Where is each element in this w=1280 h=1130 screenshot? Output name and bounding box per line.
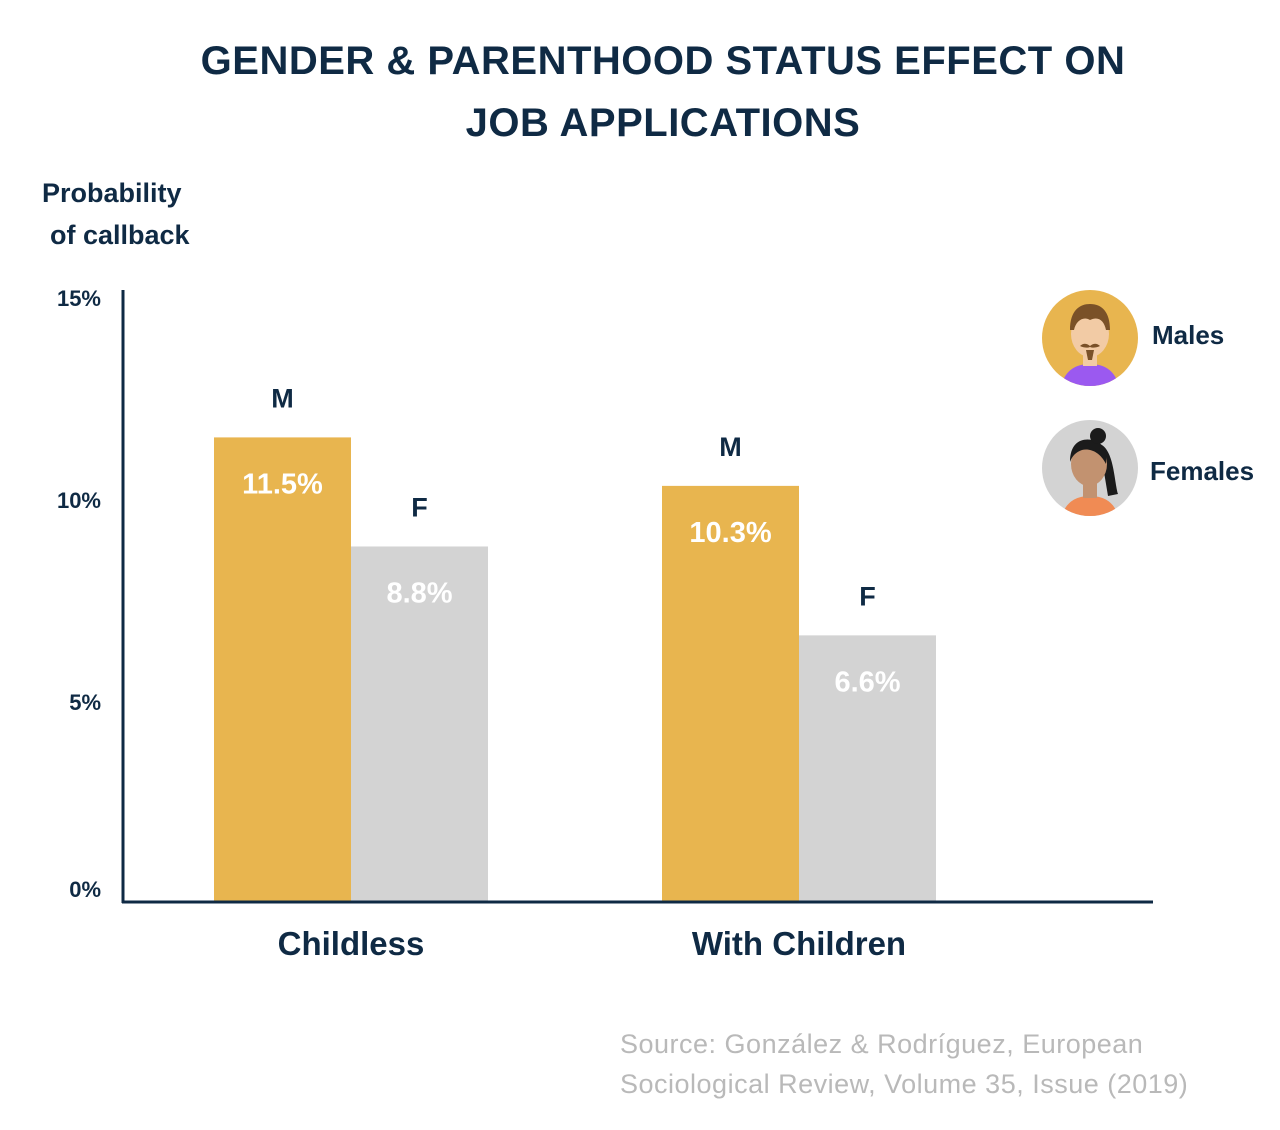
y-axis-label-line-1: Probability	[42, 178, 182, 208]
y-tick-label: 10%	[57, 488, 101, 513]
bar-female-with-children	[799, 635, 936, 902]
legend-item-females	[1042, 420, 1138, 531]
y-tick-label: 5%	[69, 690, 101, 715]
bar-female-childless	[351, 546, 488, 902]
bar-gender-label-female-childless: F	[411, 492, 428, 522]
y-ticks-group: 0% 5% 10% 15%	[57, 286, 101, 902]
bar-gender-label-male-with-children: M	[719, 432, 742, 462]
x-category-label: With Children	[692, 925, 906, 962]
bar-value-label-female-with-children: 6.6%	[834, 666, 900, 698]
bar-value-label-male-childless: 11.5%	[242, 468, 323, 500]
bar-male-with-children	[662, 485, 799, 902]
legend-item-males	[1042, 290, 1138, 399]
y-tick-label: 0%	[69, 877, 101, 902]
female-avatar-icon	[1042, 420, 1138, 516]
source-line-1: Source: González & Rodríguez, European	[620, 1029, 1144, 1059]
male-avatar-icon	[1042, 290, 1138, 386]
chart-title-line-2: JOB APPLICATIONS	[465, 101, 861, 145]
bar-male-childless	[214, 437, 351, 902]
bars-group: 11.5% M 8.8% F 10.3% M 6.6% F	[214, 383, 936, 902]
bar-value-label-male-with-children: 10.3%	[689, 517, 771, 549]
source-citation: Source: González & Rodríguez, European S…	[620, 1024, 1188, 1104]
y-tick-label: 15%	[57, 286, 101, 311]
bar-value-label-female-childless: 8.8%	[386, 577, 452, 609]
chart-title: GENDER & PARENTHOOD STATUS EFFECT ON JOB…	[0, 30, 1280, 154]
y-axis-label-line-2: of callback	[50, 220, 190, 250]
x-categories-group: Childless With Children	[278, 925, 906, 962]
axes-group	[121, 290, 1153, 904]
bar-gender-label-female-with-children: F	[859, 581, 876, 611]
source-line-2: Sociological Review, Volume 35, Issue (2…	[620, 1069, 1189, 1099]
x-category-label: Childless	[278, 925, 425, 962]
y-axis-label: Probability of callback	[42, 172, 190, 256]
chart-title-line-1: GENDER & PARENTHOOD STATUS EFFECT ON	[200, 39, 1126, 83]
legend-label-males: Males	[1152, 320, 1225, 350]
bar-gender-label-male-childless: M	[271, 383, 294, 413]
legend-label-females: Females	[1150, 456, 1255, 486]
